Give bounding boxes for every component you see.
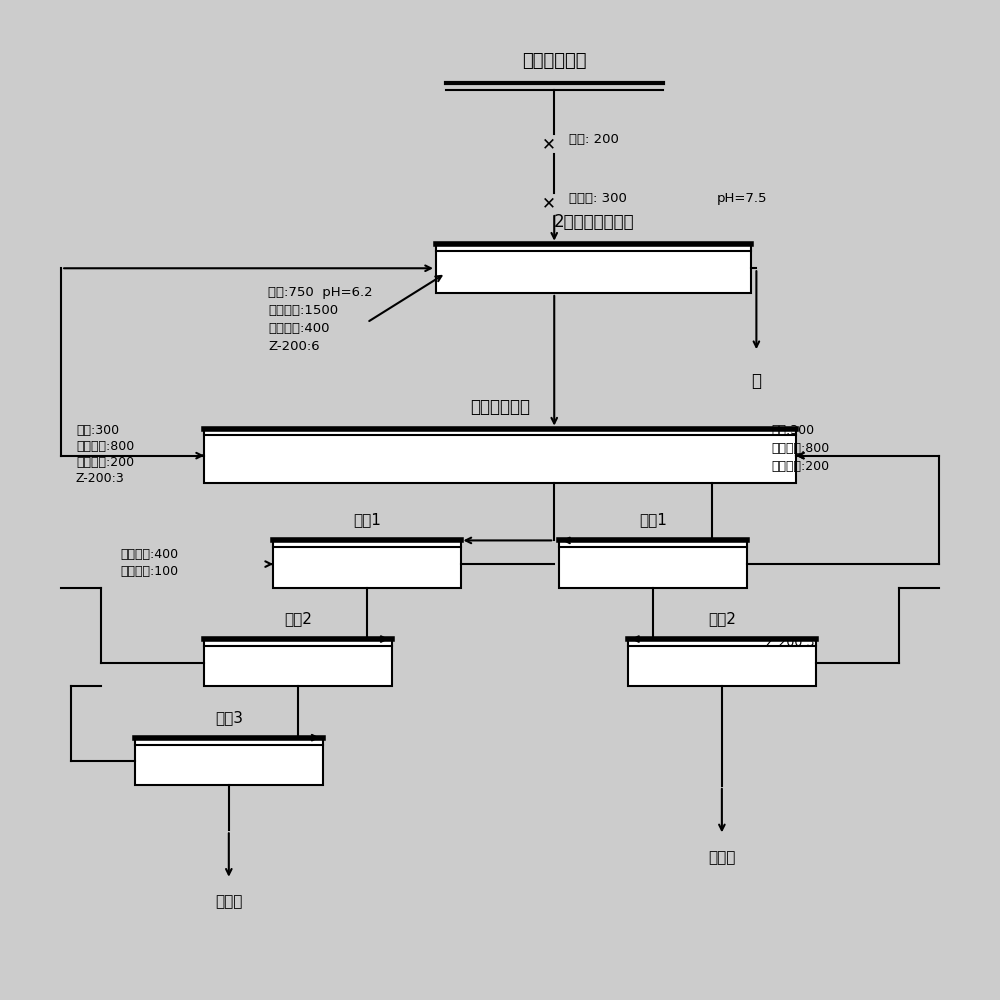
Bar (135, 738, 322, 785)
Text: 硫酸:300: 硫酸:300 (76, 424, 119, 437)
Text: 腐矾酸钠:400: 腐矾酸钠:400 (268, 322, 330, 335)
Text: ✕: ✕ (542, 135, 556, 153)
Text: 亚硫酸钠:800: 亚硫酸钠:800 (76, 440, 134, 453)
Text: 硫酸:750  pH=6.2: 硫酸:750 pH=6.2 (268, 286, 373, 299)
Text: 精选2: 精选2 (284, 611, 312, 626)
Text: 腐矾酸钠:200: 腐矾酸钠:200 (76, 456, 134, 469)
Text: 亚硫酸钠:400: 亚硫酸钠:400 (120, 548, 178, 561)
Bar (204, 429, 796, 483)
Bar (273, 540, 461, 588)
Text: Z 200:3: Z 200:3 (766, 636, 815, 649)
Text: ✕: ✕ (542, 194, 556, 212)
Text: 精选3: 精选3 (215, 710, 243, 725)
Text: 亚硫酸钠:1500: 亚硫酸钠:1500 (268, 304, 338, 317)
Text: 扫选1: 扫选1 (639, 513, 667, 528)
Bar (204, 639, 392, 686)
Text: 2次浓密脱水脱药: 2次浓密脱水脱药 (553, 213, 634, 231)
Text: 铅精矿: 铅精矿 (708, 850, 736, 865)
Text: 腐矾酸钠:200: 腐矾酸钠:200 (771, 460, 829, 473)
Text: 水: 水 (751, 372, 761, 390)
Text: 亚硫酸钽:800: 亚硫酸钽:800 (771, 442, 829, 455)
Text: pH=7.5: pH=7.5 (717, 192, 767, 205)
Text: 腐矾酸钠:100: 腐矾酸钠:100 (120, 565, 178, 578)
Text: Z-200:3: Z-200:3 (76, 472, 125, 485)
Text: 精选1: 精选1 (353, 513, 381, 528)
Text: 铜精矿: 铜精矿 (215, 894, 243, 909)
Text: Z-200:6: Z-200:6 (268, 340, 320, 353)
Text: 石灰: 200: 石灰: 200 (569, 133, 619, 146)
Bar (436, 244, 751, 293)
Bar (559, 540, 747, 588)
Bar (628, 639, 816, 686)
Text: 硫化钠: 300: 硫化钠: 300 (569, 192, 627, 205)
Text: 铜铅混合精矿: 铜铅混合精矿 (522, 52, 586, 70)
Text: 铜铅分离粗选: 铜铅分离粗选 (470, 398, 530, 416)
Text: 扫选2: 扫选2 (708, 611, 736, 626)
Text: 硫酸:300: 硫酸:300 (771, 424, 814, 437)
